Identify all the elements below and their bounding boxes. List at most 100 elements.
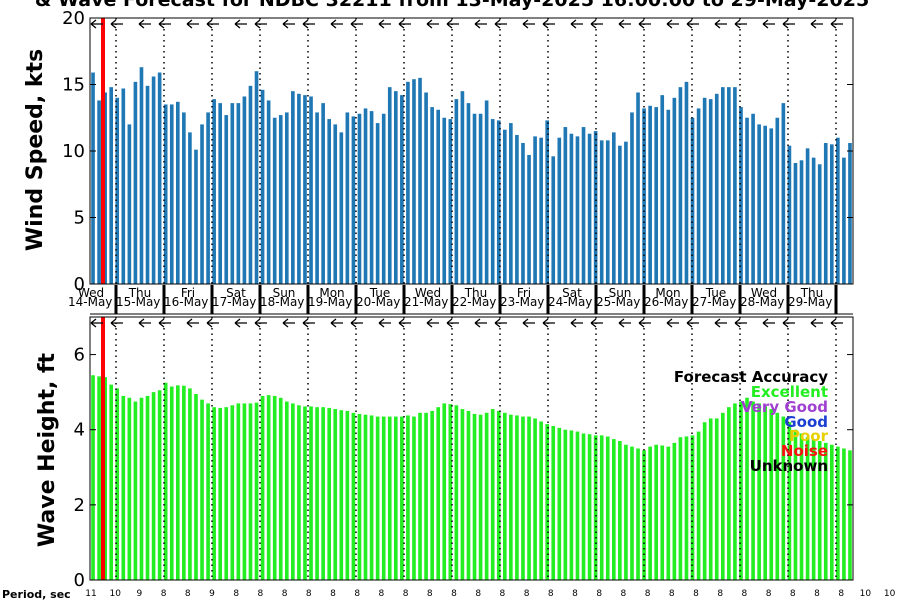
wind-bar: [714, 93, 719, 284]
wind-bar: [842, 157, 846, 284]
direction-arrow: [426, 318, 439, 328]
wind-bar: [563, 127, 568, 284]
wave-bar: [714, 418, 719, 580]
wave-bar: [212, 407, 216, 580]
period-value: 8: [838, 589, 844, 599]
wave-bar: [490, 409, 495, 580]
wind-bar: [369, 111, 374, 284]
direction-arrow: [350, 19, 363, 29]
day-of-week-label: Fri: [517, 286, 531, 300]
wind-bar: [254, 71, 259, 284]
wave-bar: [333, 409, 338, 580]
wind-bar: [291, 91, 295, 285]
wave-bar: [666, 446, 671, 580]
wave-bar: [291, 403, 295, 580]
wave-bar: [502, 412, 507, 580]
wave-bar: [599, 435, 604, 580]
wave-bar: [799, 433, 804, 580]
wave-bar: [121, 395, 126, 580]
wind-bar: [103, 92, 107, 284]
wind-bar: [569, 133, 574, 284]
wind-bar: [175, 101, 180, 284]
wave-bar: [618, 440, 622, 580]
period-value: 10: [109, 589, 121, 599]
date-label: 23-May: [500, 295, 544, 309]
date-label: 29-May: [788, 295, 832, 309]
direction-arrow: [234, 19, 247, 29]
direction-arrow: [686, 19, 699, 29]
date-label: 28-May: [740, 295, 784, 309]
direction-arrow: [378, 318, 391, 328]
wind-bar: [472, 113, 477, 284]
wind-bar: [666, 109, 671, 285]
period-value: 8: [161, 589, 167, 599]
day-of-week-label: Thu: [128, 286, 152, 300]
wave-bar: [272, 395, 277, 580]
wind-bar: [799, 160, 804, 284]
wind-bar: [200, 124, 204, 285]
wind-bar: [133, 81, 138, 284]
wind-bar: [811, 157, 816, 284]
wave-bar: [509, 414, 513, 580]
direction-arrow: [542, 318, 555, 328]
wind-bar: [418, 77, 422, 284]
period-value: 8: [572, 589, 578, 599]
wind-bar: [387, 87, 392, 284]
wave-bar: [569, 430, 574, 580]
wind-bar: [551, 156, 556, 284]
wind-bar: [381, 113, 386, 284]
day-of-week-label: Sun: [273, 286, 296, 300]
day-of-week-label: Wed: [751, 286, 777, 300]
wind-bar: [284, 112, 289, 285]
direction-arrow: [666, 19, 679, 29]
direction-arrow: [138, 19, 151, 29]
direction-arrow: [494, 318, 507, 328]
wave-bar: [587, 434, 592, 580]
wave-bar: [206, 403, 210, 580]
day-of-week-label: Sat: [562, 286, 582, 300]
wind-bar: [557, 137, 562, 284]
wind-bar: [466, 103, 471, 285]
day-of-week-label: Sun: [609, 286, 632, 300]
wave-bar: [115, 388, 120, 580]
direction-arrow: [734, 318, 747, 328]
wave-bar: [527, 416, 531, 580]
wave-bar: [224, 407, 229, 580]
wind-bar: [787, 145, 792, 284]
wave-panel-marks: 0 2 4 6 11 10 9 8 8 9 8 8 8 8 8 8 8 8 8 8 8 8 8 8 8 8 8 8 8 8 8 8 8 8 8 8 10…: [74, 316, 896, 599]
wind-bar: [412, 79, 416, 285]
direction-arrow: [254, 318, 267, 328]
wave-bar: [678, 437, 683, 580]
y-tick-label: 2: [74, 495, 85, 516]
date-label: 14-May: [68, 295, 112, 309]
wave-bar: [157, 390, 162, 580]
date-label: 22-May: [452, 295, 496, 309]
y-tick-label: 0: [74, 570, 85, 591]
wave-bar: [424, 412, 428, 580]
period-value: 8: [475, 589, 481, 599]
direction-arrow: [282, 318, 295, 328]
direction-arrow: [570, 318, 583, 328]
wind-bar: [739, 107, 743, 284]
wave-bar: [484, 412, 489, 580]
direction-arrow: [110, 318, 123, 328]
direction-arrow: [590, 318, 603, 328]
wind-bar: [309, 96, 313, 284]
wave-bar: [218, 407, 223, 580]
wind-bar: [375, 123, 380, 284]
wave-bar: [545, 424, 550, 580]
wind-bar: [636, 92, 640, 284]
direction-arrow: [378, 19, 391, 29]
wind-bar: [678, 87, 683, 284]
wind-bar: [781, 103, 786, 285]
day-of-week-label: Mon: [655, 286, 680, 300]
wave-bar: [672, 442, 677, 580]
wind-bar: [430, 107, 434, 284]
wave-bar: [539, 421, 543, 580]
wave-bar: [708, 418, 713, 580]
wave-bar: [297, 405, 301, 580]
period-value: 8: [717, 589, 723, 599]
day-of-week-label: Fri: [181, 286, 195, 300]
plot-frame: [89, 316, 854, 581]
wind-bar: [230, 103, 235, 285]
